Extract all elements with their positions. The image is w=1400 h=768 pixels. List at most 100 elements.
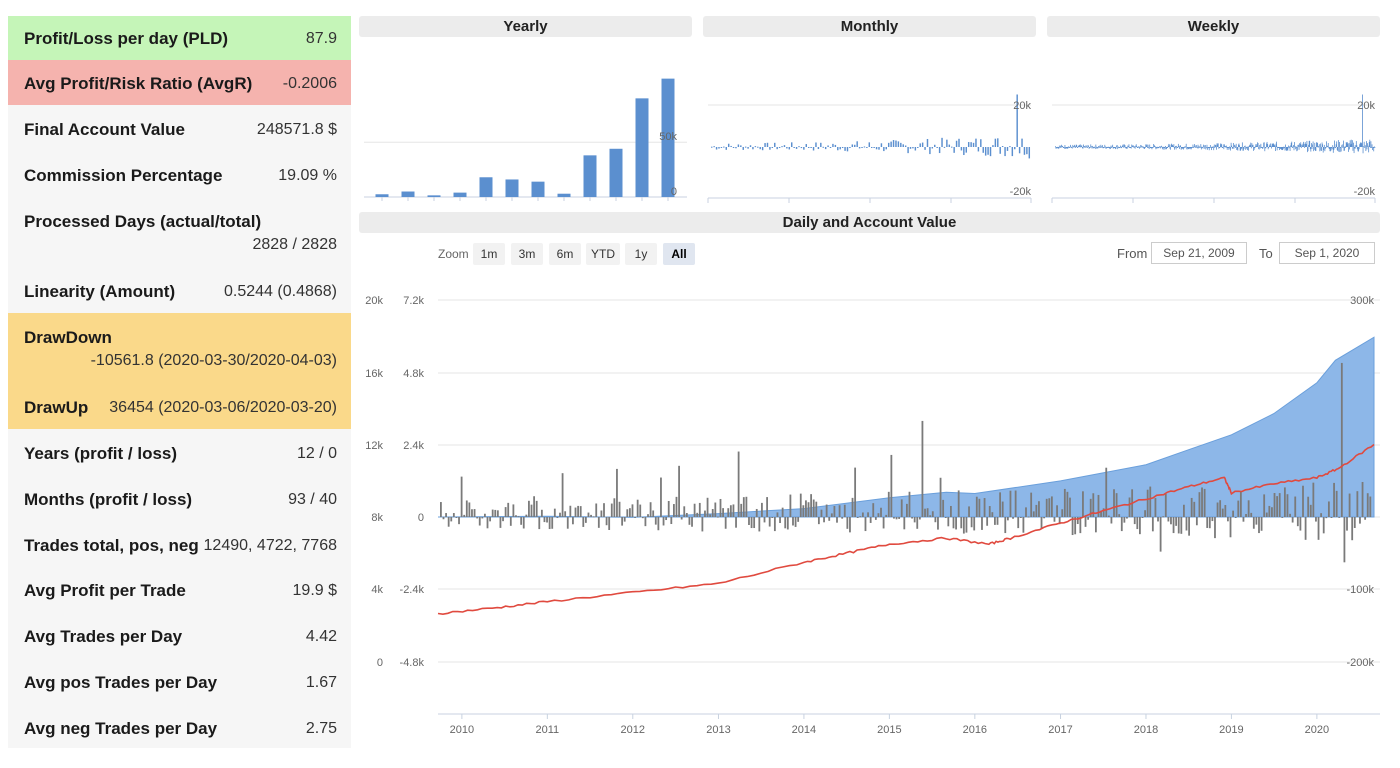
monthly-bar: [1026, 147, 1028, 155]
weekly-bar: [1191, 147, 1193, 148]
daily-bar: [680, 517, 683, 520]
monthly-bar: [1009, 146, 1011, 148]
daily-bar: [1338, 516, 1341, 518]
weekly-bar: [1215, 145, 1216, 147]
monthly-bar: [854, 144, 856, 147]
daily-bar: [1035, 504, 1038, 517]
daily-bar: [1250, 512, 1253, 517]
weekly-bar: [1185, 143, 1187, 147]
daily-bar: [965, 517, 968, 533]
weekly-bar: [1233, 147, 1235, 149]
weekly-bar: [1170, 147, 1171, 150]
weekly-bar: [1280, 147, 1281, 150]
daily-bar: [1022, 517, 1025, 533]
daily-bar: [644, 517, 647, 527]
weekly-bar: [1098, 147, 1100, 149]
daily-bar: [654, 517, 657, 525]
daily-bar: [1164, 494, 1167, 517]
daily-bar: [994, 517, 996, 525]
weekly-bar: [1313, 147, 1315, 150]
monthly-bar: [800, 147, 803, 149]
from-date-input[interactable]: Sep 21, 2009: [1151, 242, 1247, 264]
daily-bar: [1353, 517, 1356, 528]
daily-bar: [590, 514, 592, 517]
daily-bar: [802, 505, 805, 517]
yearly-title: Yearly: [359, 16, 692, 37]
daily-bar: [815, 501, 818, 517]
monthly-bar: [914, 147, 917, 151]
weekly-bar: [1194, 145, 1196, 147]
daily-bar: [799, 493, 802, 517]
to-date-input[interactable]: Sep 1, 2020: [1279, 242, 1375, 264]
weekly-bar: [1244, 146, 1245, 148]
monthly-bar: [771, 147, 774, 148]
x-tick-label: 2014: [792, 724, 816, 736]
weekly-bar: [1294, 142, 1295, 147]
daily-bar: [991, 512, 994, 517]
weekly-bar: [1305, 143, 1307, 147]
stat-value: 1.67: [305, 674, 337, 691]
weekly-bar: [1277, 146, 1279, 148]
weekly-bar: [1343, 147, 1345, 151]
zoom-ytd-button[interactable]: YTD: [586, 243, 620, 265]
weekly-bar: [1095, 144, 1097, 147]
weekly-bar: [1329, 147, 1331, 152]
daily-bar: [1107, 515, 1110, 517]
weekly-bar: [1252, 145, 1253, 147]
monthly-bar: [795, 147, 798, 149]
daily-bar: [1050, 496, 1053, 517]
weekly-bar: [1251, 143, 1253, 147]
daily-bar: [1141, 517, 1144, 518]
weekly-bar: [1069, 147, 1070, 148]
y-left-inner-label: 0: [418, 512, 424, 524]
weekly-bar: [1261, 147, 1263, 148]
daily-bar: [867, 512, 869, 517]
zoom-6m-button[interactable]: 6m: [549, 243, 581, 265]
daily-bar: [540, 509, 543, 517]
weekly-bar: [1109, 147, 1111, 150]
zoom-all-button[interactable]: All: [663, 243, 695, 265]
weekly-bar: [1272, 144, 1274, 147]
x-tick-label: 2016: [963, 724, 987, 736]
daily-bar: [1307, 496, 1310, 517]
weekly-bar: [1084, 146, 1085, 148]
weekly-bar: [1296, 147, 1298, 151]
weekly-bar: [1075, 146, 1077, 148]
weekly-bar: [1342, 147, 1344, 148]
zoom-3m-button[interactable]: 3m: [511, 243, 543, 265]
daily-bar: [538, 517, 541, 530]
weekly-bar: [1138, 146, 1140, 148]
zoom-1y-button[interactable]: 1y: [625, 243, 657, 265]
weekly-bar: [1250, 147, 1252, 149]
daily-bar: [1133, 517, 1136, 525]
stat-row-months: Months (profit / loss) 93 / 40: [8, 475, 351, 521]
monthly-bar: [752, 147, 754, 150]
daily-bar: [880, 507, 882, 517]
daily-bar: [755, 508, 758, 517]
weekly-bar: [1156, 147, 1158, 149]
y-right-label: -100k: [1346, 584, 1374, 596]
monthly-bar: [791, 142, 793, 147]
weekly-bar: [1124, 144, 1125, 147]
daily-bar: [1185, 517, 1188, 531]
daily-bar: [851, 497, 854, 517]
weekly-bar: [1326, 145, 1328, 147]
daily-bar: [898, 517, 901, 519]
weekly-bar: [1130, 147, 1132, 148]
daily-bar: [1053, 517, 1056, 522]
weekly-bar: [1279, 147, 1281, 148]
x-tick-label: 2011: [536, 724, 560, 736]
daily-bar: [1348, 493, 1351, 517]
monthly-bar: [909, 147, 912, 149]
zoom-1m-button[interactable]: 1m: [473, 243, 505, 265]
monthly-bar: [735, 147, 737, 149]
weekly-bar: [1373, 147, 1375, 152]
weekly-bar: [1067, 147, 1069, 149]
weekly-bar: [1110, 147, 1111, 149]
weekly-bar: [1253, 147, 1255, 150]
weekly-bar: [1228, 147, 1230, 150]
monthly-bar: [887, 142, 890, 147]
weekly-bar: [1200, 144, 1202, 147]
daily-bar: [903, 517, 906, 530]
weekly-bar: [1143, 147, 1145, 149]
